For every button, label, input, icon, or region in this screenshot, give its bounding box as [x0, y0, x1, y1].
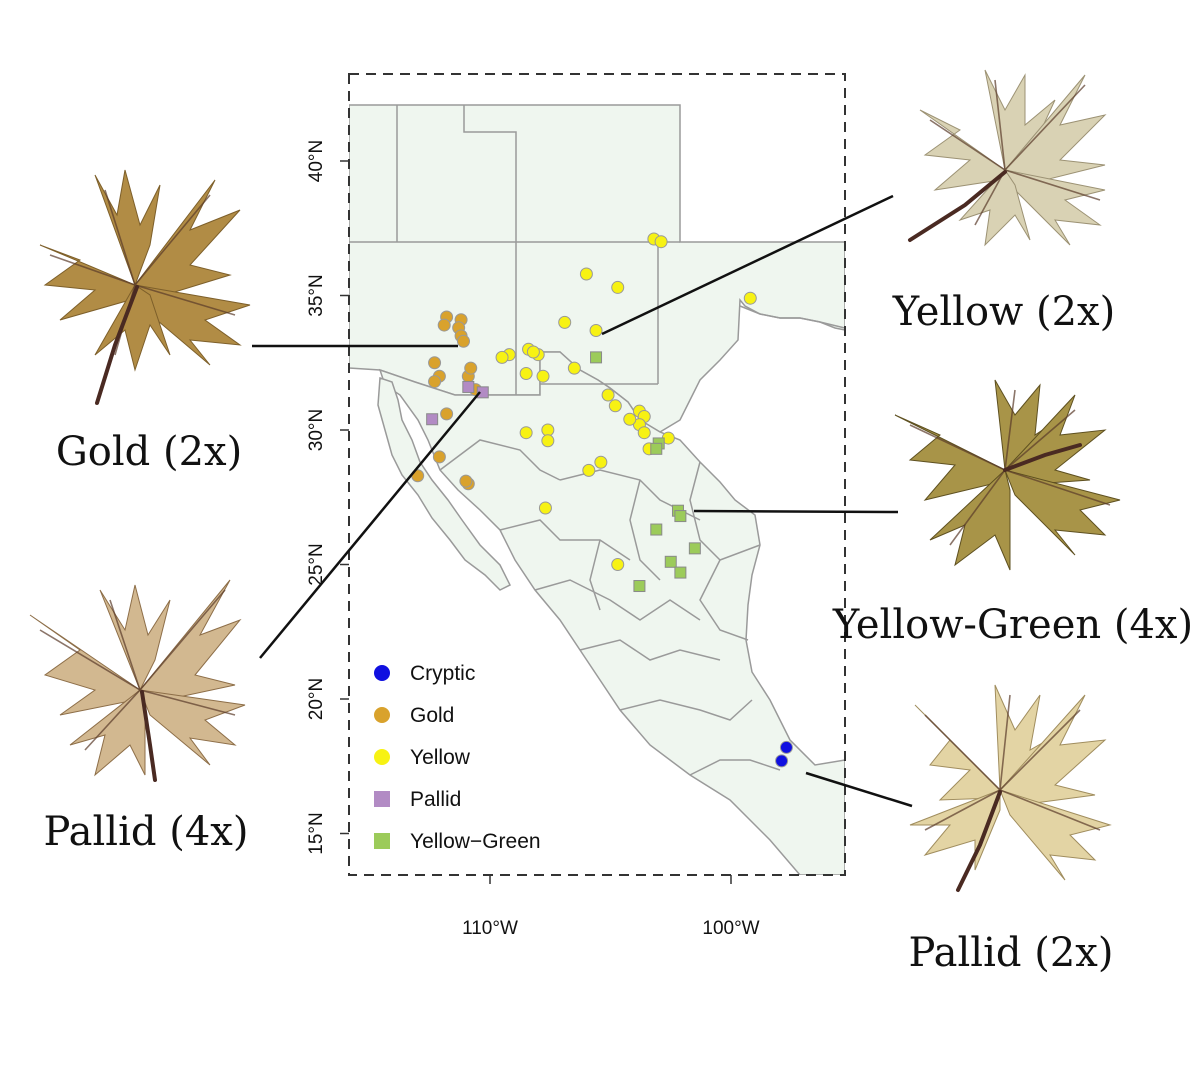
map-panel [349, 104, 845, 875]
legend-swatch-pallid [374, 791, 390, 807]
label-pallid4: Pallid (4x) [44, 809, 249, 855]
texas-north-border [739, 305, 845, 329]
legend-label-gold: Gold [410, 704, 454, 727]
yellow-point [743, 291, 757, 305]
mexico-mainland [378, 351, 845, 875]
yellow-point [608, 399, 622, 413]
yellow-point [582, 463, 596, 477]
yellow-point [495, 350, 509, 364]
label-yellow: Yellow (2x) [892, 289, 1115, 335]
yellowgreen-point [688, 542, 701, 555]
gold-point [464, 361, 478, 375]
cryptic-point [779, 740, 793, 754]
yellowgreen-point [650, 442, 663, 455]
yellow-point [538, 501, 552, 515]
yellowgreen-point [674, 510, 687, 523]
yellowgreen-frond-image [894, 379, 1121, 571]
pallid-point [462, 380, 475, 393]
gold-point [456, 334, 470, 348]
gold-point [428, 356, 442, 370]
yellow-point [601, 388, 615, 402]
callout-lines [252, 194, 913, 808]
pallid2-frond-image [909, 684, 1112, 892]
yellowgreen-point [674, 566, 687, 579]
yellowgreen-point [590, 351, 603, 364]
map-frame [348, 73, 846, 876]
gold-point [437, 318, 451, 332]
yellow-point [611, 558, 625, 571]
legend-swatch-gold [374, 707, 390, 723]
gold-frond-image [39, 169, 251, 405]
legend-label-cryptic: Cryptic [410, 662, 475, 685]
legend-label-yellow: Yellow [410, 746, 471, 769]
yellow-point [594, 455, 608, 469]
latitude-axis: 40°N 35°N 30°N 25°N 20°N 15°N [306, 140, 349, 855]
yellow-point [519, 367, 533, 381]
callout-line-yellow [601, 194, 894, 336]
legend-swatch-yellow [374, 749, 390, 765]
lon-tick-label: 110°W [462, 918, 518, 939]
yellow-point [637, 426, 651, 440]
legend-swatch-cryptic [374, 665, 390, 681]
callout-line-pallid2 [805, 771, 913, 808]
pallid4-frond-image [29, 579, 246, 782]
label-pallid2: Pallid (2x) [909, 930, 1114, 976]
gold-point [432, 450, 446, 464]
lat-tick-label: 40°N [306, 140, 327, 182]
callout-line-pallid4 [259, 391, 481, 659]
pallid-point [476, 386, 489, 399]
gold-point [459, 474, 473, 488]
yellow-point [519, 426, 533, 440]
yellow-point [623, 412, 637, 426]
longitude-axis: 110°W 100°W [462, 875, 760, 939]
lat-tick-label: 20°N [306, 678, 327, 720]
lon-tick-label: 100°W [702, 918, 759, 939]
yellowgreen-point [633, 580, 646, 593]
yellow-point [589, 323, 603, 337]
baja-california [377, 376, 512, 591]
yellow-frond-image [908, 69, 1107, 247]
cryptic-point [775, 754, 789, 768]
yellow-point [654, 235, 668, 249]
lat-tick-label: 30°N [306, 409, 327, 451]
lat-tick-label: 35°N [306, 274, 327, 316]
legend-label-yellowgreen: Yellow−Green [410, 830, 541, 853]
points-layer [411, 232, 793, 768]
yellow-point [536, 369, 550, 383]
yellow-point [611, 280, 625, 294]
legend-label-pallid: Pallid [410, 788, 461, 811]
pallid-point [426, 413, 439, 426]
yellowgreen-point [664, 555, 677, 568]
yellowgreen-point [650, 523, 663, 536]
yellow-point [567, 361, 581, 375]
yellow-point [541, 434, 555, 448]
gold-point [440, 407, 454, 421]
lat-tick-label: 25°N [306, 543, 327, 585]
callout-line-yellowgreen [693, 509, 899, 514]
lat-tick-label: 15°N [306, 812, 327, 854]
legend-swatch-yellowgreen [374, 833, 390, 849]
gold-point [428, 375, 442, 389]
yellow-point [541, 423, 555, 437]
yellow-point [579, 267, 593, 281]
legend: Cryptic Gold Yellow Pallid Yellow−Green [374, 662, 541, 853]
label-yellowgreen: Yellow-Green (4x) [832, 602, 1193, 648]
label-gold: Gold (2x) [56, 429, 242, 475]
yellow-point [526, 345, 540, 359]
yellow-point [558, 315, 572, 329]
